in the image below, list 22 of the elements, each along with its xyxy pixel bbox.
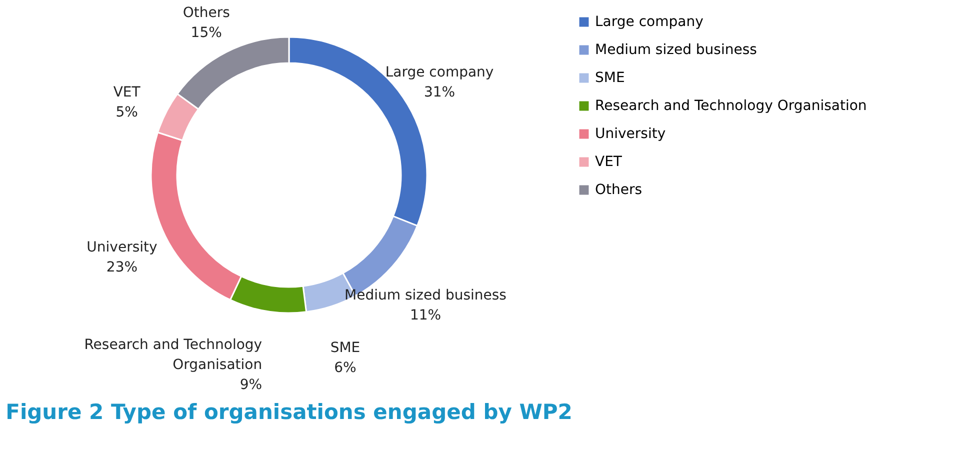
slice-label: SME bbox=[330, 340, 360, 356]
data-label: 15% bbox=[190, 24, 222, 41]
slice-label: Research and Technology Organisation bbox=[84, 336, 262, 373]
legend-label: Large company bbox=[595, 14, 704, 30]
data-label: 11% bbox=[410, 307, 442, 324]
data-label: 9% bbox=[240, 376, 262, 393]
data-label: 31% bbox=[424, 84, 456, 101]
slice-label: University bbox=[86, 239, 158, 256]
legend-label: Medium sized business bbox=[595, 42, 757, 58]
slice-label: VET bbox=[113, 84, 141, 100]
slice-label: Large company bbox=[385, 64, 494, 81]
legend-label: SME bbox=[595, 70, 625, 86]
legend-label: University bbox=[595, 126, 666, 142]
data-label: 5% bbox=[116, 104, 138, 120]
slice-label: Others bbox=[182, 4, 230, 21]
legend-label: VET bbox=[595, 154, 622, 170]
legend-label: Research and Technology Organisation bbox=[595, 98, 867, 114]
data-label: 6% bbox=[334, 360, 356, 376]
text: Figure 2 Type of organisations engaged by WP2 bbox=[6, 400, 572, 424]
legend-label: Others bbox=[595, 182, 642, 198]
slice-label: Medium sized business bbox=[344, 287, 506, 304]
data-label: 23% bbox=[106, 259, 138, 276]
